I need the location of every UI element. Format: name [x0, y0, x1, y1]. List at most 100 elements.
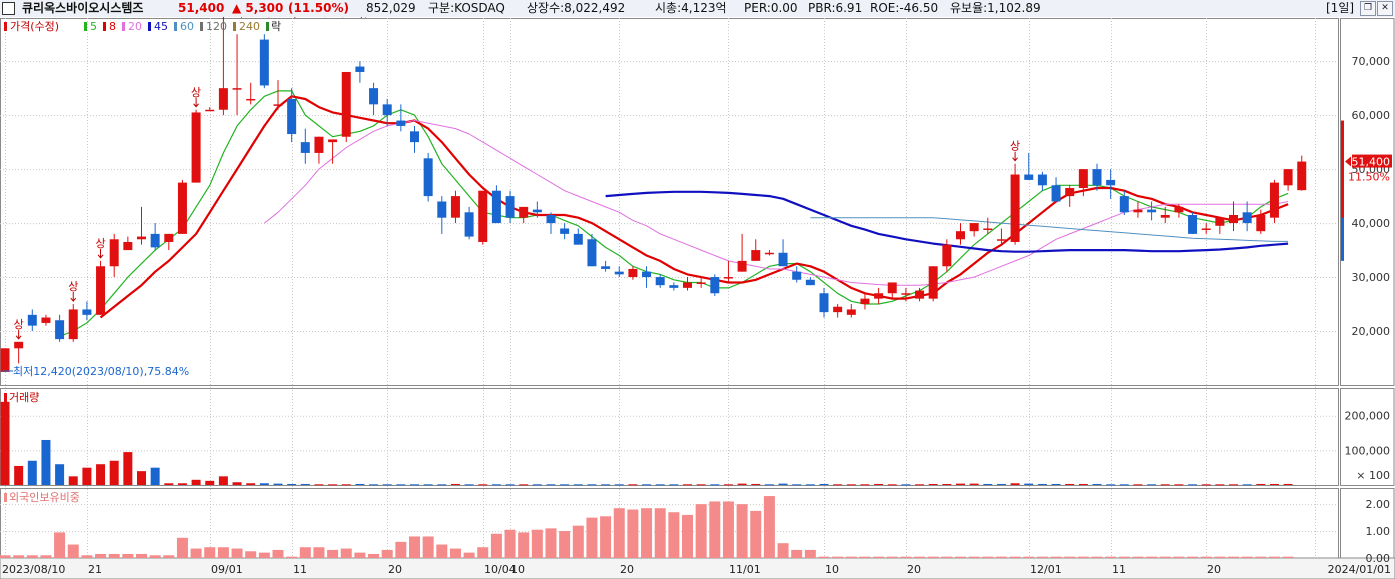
volume-bar — [792, 484, 802, 486]
ma-legend-label-240: 240 — [239, 20, 260, 33]
foreign-ratio-bar — [641, 508, 653, 558]
candle — [177, 179, 187, 234]
volume-bar — [259, 483, 269, 485]
limit-up-arrow — [1012, 151, 1018, 162]
foreign-ratio-bar — [559, 531, 571, 558]
candle-body — [915, 290, 925, 299]
candle — [450, 190, 460, 224]
candle — [355, 61, 365, 83]
candle-body — [983, 228, 993, 230]
foreign-ratio-bar — [313, 547, 325, 558]
candle-body — [532, 209, 542, 213]
candle — [969, 223, 979, 237]
candle — [1188, 212, 1198, 234]
candle — [314, 136, 324, 164]
candle-body — [382, 104, 392, 116]
candle-body — [505, 196, 515, 218]
foreign-ratio-bar — [108, 553, 120, 558]
volume-bar — [655, 484, 665, 486]
ma-legend-swatch — [148, 22, 151, 31]
period-selector[interactable]: [1일] — [1326, 1, 1355, 15]
foreign-legend-swatch — [4, 493, 7, 502]
pbr-value: PBR:6.91 — [808, 1, 863, 15]
candle-body — [519, 206, 529, 218]
volume-bar — [505, 484, 515, 486]
price-legend-label: 가격(수정) — [10, 20, 59, 33]
close-icon[interactable]: ✕ — [1377, 1, 1393, 16]
volume-bar — [696, 484, 706, 486]
candle — [1092, 163, 1102, 191]
candle — [150, 223, 160, 251]
candle — [942, 239, 952, 272]
candle — [478, 190, 488, 245]
ma-legend-label-45: 45 — [154, 20, 168, 33]
candle-body — [1147, 209, 1157, 213]
price-tick-label: 30,000 — [1352, 271, 1391, 284]
foreign-ratio-bar — [368, 553, 380, 558]
foreign-ratio-bar — [900, 556, 912, 558]
ma-line-8 — [99, 95, 1289, 319]
foreign-ratio-bar — [627, 509, 639, 558]
panel-icon[interactable] — [2, 2, 15, 15]
date-tick-label: 09/01 — [211, 563, 243, 576]
candle-body — [1215, 217, 1225, 226]
volume-tick-label: 200,000 — [1345, 410, 1391, 423]
foreign-ratio-bar — [859, 556, 871, 558]
candle — [1215, 217, 1225, 234]
candle — [737, 233, 747, 272]
foreign-ratio-bar — [286, 556, 298, 558]
volume-bar — [1201, 484, 1211, 486]
volume-bar — [723, 484, 733, 486]
candle — [696, 277, 706, 288]
foreign-ratio-bar — [436, 544, 448, 558]
volume-bar — [532, 484, 542, 486]
foreign-tick-label: 2.00 — [1366, 498, 1391, 511]
candle-body — [696, 282, 706, 284]
foreign-ratio-bar — [736, 504, 748, 558]
volume-bar — [109, 460, 119, 485]
ma-line-60 — [810, 217, 1289, 242]
volume-bar — [751, 483, 761, 485]
candle-body — [1010, 174, 1020, 242]
volume-bar — [942, 483, 952, 485]
volume-bar — [1256, 483, 1266, 485]
price-tick-label: 70,000 — [1352, 55, 1391, 68]
date-tick-label: 11/01 — [729, 563, 761, 576]
foreign-tick-label: 1.00 — [1366, 525, 1391, 538]
ma-legend-swatch — [122, 22, 125, 31]
candle — [805, 277, 815, 286]
volume-bar — [546, 484, 556, 486]
candle-body — [1078, 169, 1088, 189]
candle — [683, 277, 692, 291]
candle — [956, 223, 965, 245]
ma-legend-swatch — [174, 22, 177, 31]
foreign-ratio-bar — [1023, 556, 1035, 558]
candle-body — [1160, 214, 1170, 218]
candle-body — [587, 239, 597, 267]
volume-bar — [1229, 484, 1238, 486]
candle — [382, 98, 392, 126]
foreign-ratio-bar — [572, 525, 584, 558]
volume-bar — [232, 482, 242, 485]
candle — [860, 293, 870, 310]
foreign-ratio-bar — [149, 555, 161, 558]
foreign-ratio-bar — [654, 508, 666, 558]
candle-body — [259, 39, 269, 86]
date-tick-label: 20 — [388, 563, 402, 576]
candle — [369, 82, 379, 116]
foreign-ratio-bar — [873, 556, 885, 558]
candle — [887, 282, 897, 299]
candle — [1037, 171, 1047, 191]
candle — [14, 341, 24, 364]
restore-icon[interactable]: ❐ — [1360, 1, 1376, 16]
foreign-ratio-bar — [95, 553, 107, 558]
limit-up-arrow — [15, 329, 22, 340]
volume-bar — [833, 484, 843, 486]
candle — [464, 206, 474, 240]
foreign-ratio-bar — [545, 528, 557, 558]
volume-bar — [218, 476, 228, 485]
foreign-ratio-bar — [176, 537, 188, 558]
candle-body — [751, 250, 761, 261]
candle — [41, 314, 51, 326]
candle-body — [55, 320, 65, 340]
